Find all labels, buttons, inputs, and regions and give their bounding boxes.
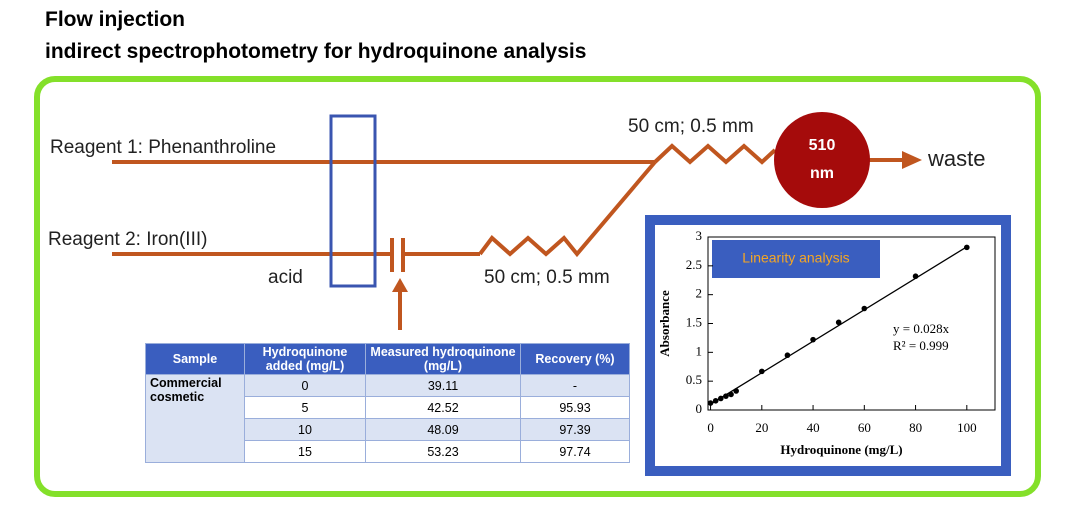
detector-label: 510 xyxy=(809,137,836,154)
point xyxy=(912,273,919,280)
x-tick-label: 100 xyxy=(957,420,977,435)
point xyxy=(712,397,719,404)
th: Sample xyxy=(145,343,245,375)
cell: 95.93 xyxy=(520,396,630,419)
x-tick-label: 40 xyxy=(807,420,820,435)
fit-line xyxy=(710,246,968,405)
cell: 97.39 xyxy=(520,418,630,441)
th: Recovery (%) xyxy=(520,343,630,375)
annotation: y = 0.028x xyxy=(893,321,950,336)
cell: 15 xyxy=(244,440,366,463)
point xyxy=(718,395,724,402)
y-tick-label: 2.5 xyxy=(686,257,702,272)
y-tick-label: 3 xyxy=(696,228,703,243)
point xyxy=(784,352,791,359)
cell: 5 xyxy=(244,396,366,419)
cell: - xyxy=(520,374,630,397)
label: acid xyxy=(268,267,303,288)
label: Reagent 1: Phenanthroline xyxy=(50,137,276,158)
x-tick-label: 20 xyxy=(755,420,768,435)
detector xyxy=(774,112,870,208)
tubing xyxy=(112,143,922,330)
label: 50 cm; 0.5 mm xyxy=(484,267,610,288)
chart-title-box xyxy=(712,240,880,278)
detector-label: nm xyxy=(810,165,834,182)
chart: 0 0.5 1 1.5 2 2.5 3 0 20 40 60 80 100 Hydroquinone (m… xyxy=(657,228,996,457)
label: waste xyxy=(927,146,985,171)
cell: 97.74 xyxy=(520,440,630,463)
cell: 0 xyxy=(244,374,366,397)
cell: 42.52 xyxy=(365,396,521,419)
point xyxy=(723,393,729,399)
point xyxy=(835,319,842,326)
cell: 53.23 xyxy=(365,440,521,463)
y-tick-label: 0.5 xyxy=(686,372,702,387)
x-tick-label: 80 xyxy=(909,420,922,435)
x-axis-label: Hydroquinone (mg/L) xyxy=(780,442,902,457)
label: 50 cm; 0.5 mm xyxy=(628,116,754,137)
cell: 48.09 xyxy=(365,418,521,441)
title: indirect spectrophotometry for hydroquin… xyxy=(45,40,587,63)
x-tick-label: 60 xyxy=(858,420,871,435)
point xyxy=(964,244,970,251)
th: Hydroquinone added (mg/L) xyxy=(244,343,366,375)
cell: 10 xyxy=(244,418,366,441)
y-axis-label: Absorbance xyxy=(657,290,672,357)
point xyxy=(707,400,714,406)
title: Flow injection xyxy=(45,8,185,31)
mixing-box xyxy=(329,114,377,288)
label: Reagent 2: Iron(III) xyxy=(48,229,207,250)
th: Measured hydroquinone (mg/L) xyxy=(365,343,521,375)
x-tick-label: 0 xyxy=(707,420,714,435)
cell: 39.11 xyxy=(365,374,521,397)
y-tick-label: 1 xyxy=(696,343,703,358)
table: Sample Hydroquinone added (mg/L) Measure… xyxy=(145,343,630,463)
point xyxy=(733,388,739,394)
frame xyxy=(34,76,1041,497)
y-tick-label: 2 xyxy=(696,286,703,301)
point xyxy=(728,391,734,398)
point xyxy=(861,305,868,312)
chart-title: Linearity analysis xyxy=(742,250,849,266)
point xyxy=(810,336,816,343)
point xyxy=(759,368,765,375)
y-tick-label: 1.5 xyxy=(686,314,702,329)
annotation: R² = 0.999 xyxy=(893,338,949,353)
y-tick-label: 0 xyxy=(696,401,703,416)
cell: Commercial cosmetic xyxy=(145,374,245,463)
